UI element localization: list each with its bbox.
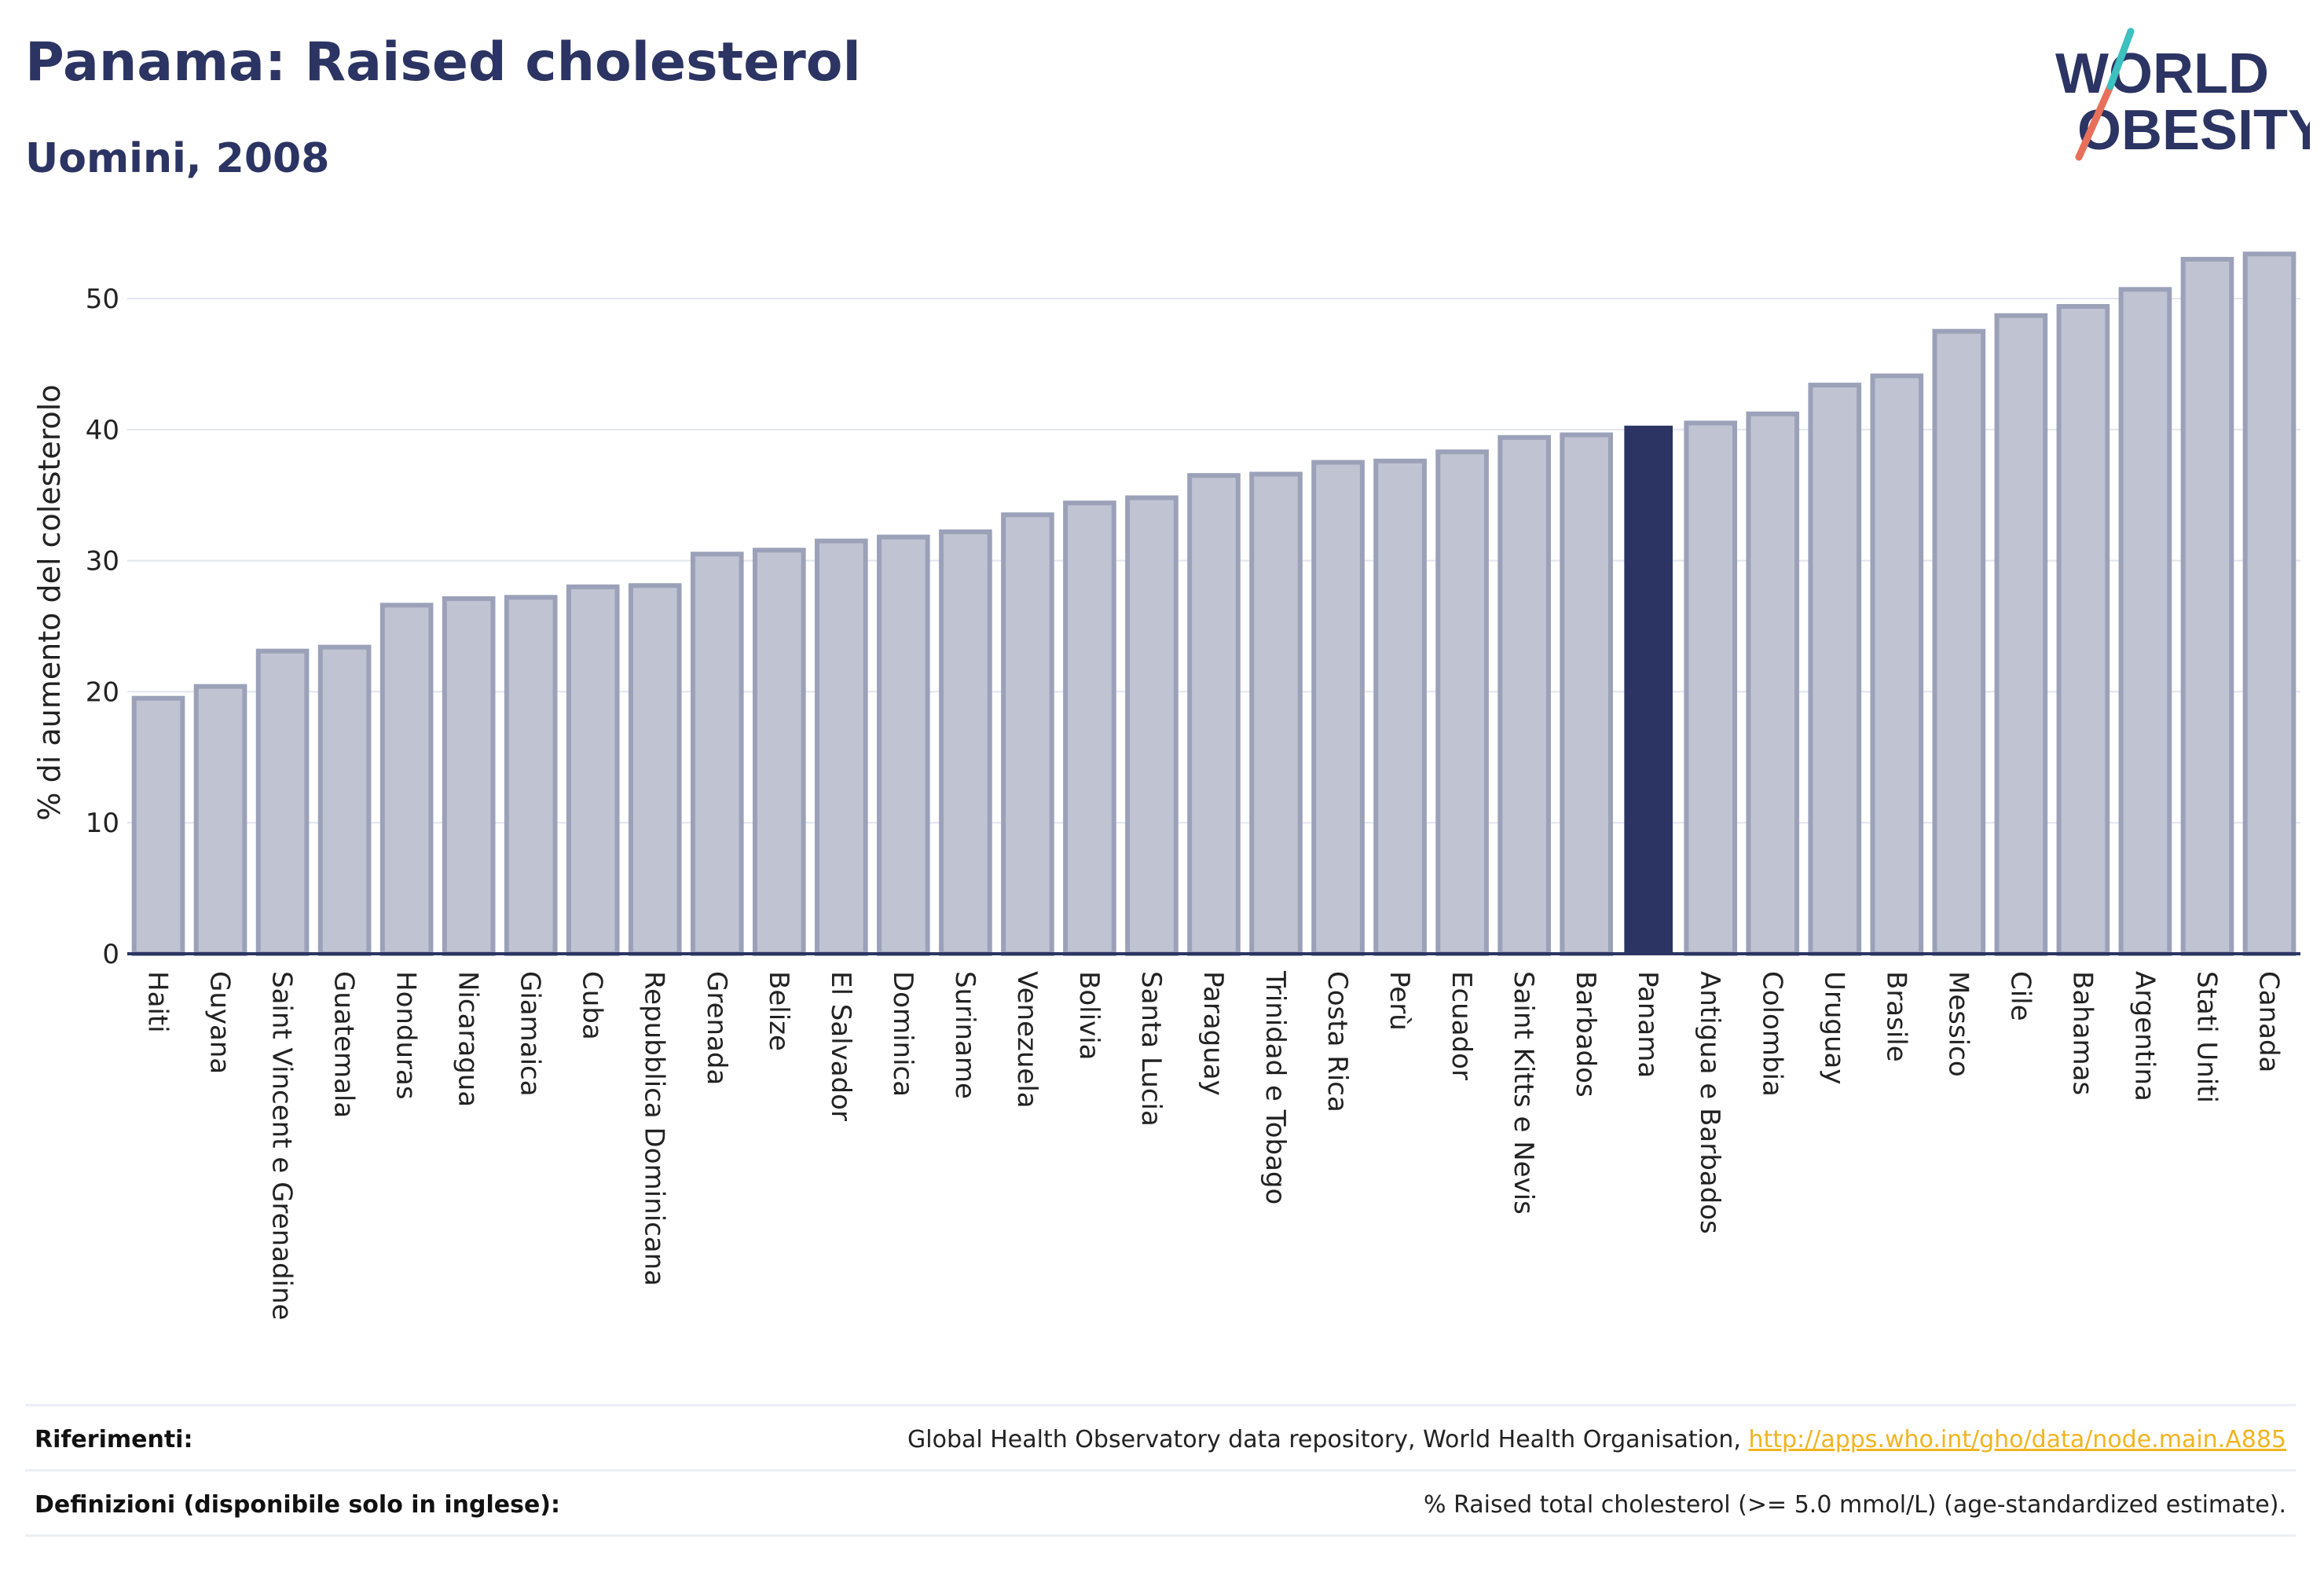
x-tick-label: Colombia (1756, 971, 1787, 1097)
references-row: Riferimenti: Global Health Observatory d… (25, 1408, 2296, 1471)
bar-el-salvador (815, 538, 868, 956)
footer-divider (25, 1404, 2296, 1406)
x-tick-label: Canada (2253, 971, 2284, 1072)
y-tick-label: 30 (86, 546, 119, 577)
bar-guyana (193, 684, 247, 957)
x-tick-label: Nicaragua (453, 971, 484, 1107)
bar-canada (2242, 251, 2297, 956)
bar-panama (1624, 425, 1673, 954)
bar-bolivia (1063, 500, 1116, 956)
x-tick-label: Repubblica Dominicana (639, 971, 670, 1286)
bar-argentina (2118, 287, 2172, 957)
bar-messico (1932, 328, 1986, 956)
bar-paraguay (1187, 473, 1241, 956)
bar-saint-kitts-e-nevis (1497, 434, 1551, 956)
bar-honduras (379, 603, 434, 956)
x-tick-label: Paraguay (1197, 971, 1229, 1096)
footer-divider (25, 1469, 2296, 1472)
bar-repubblica-dominicana (628, 583, 682, 956)
x-tick-label: Costa Rica (1321, 971, 1353, 1112)
bar-antigua-e-barbados (1684, 420, 1738, 956)
y-axis-label: % di aumento del colesterolo (32, 384, 67, 820)
x-tick-label: Uruguay (1818, 971, 1849, 1085)
x-tick-label: Cuba (577, 971, 608, 1040)
references-text: Global Health Observatory data repositor… (907, 1425, 2286, 1453)
y-tick-label: 50 (86, 284, 119, 315)
bar-haiti (131, 695, 185, 956)
references-link[interactable]: http://apps.who.int/gho/data/node.main.A… (1748, 1425, 2286, 1453)
bar-nicaragua (442, 596, 496, 956)
x-tick-label: Barbados (1570, 971, 1601, 1098)
x-tick-label: Grenada (701, 971, 732, 1085)
x-tick-label: Antigua e Barbados (1694, 971, 1725, 1234)
x-tick-label: Panama (1632, 971, 1663, 1078)
x-tick-label: Saint Kitts e Nevis (1508, 971, 1539, 1215)
bar-chart: 0 10 20 30 40 50 % di aumento del colesterolo H… (32, 251, 2300, 1320)
bar-grenada (690, 552, 744, 956)
x-tick-label: Dominica (887, 971, 918, 1097)
y-tick-label: 20 (86, 676, 119, 708)
bar-venezuela (1001, 512, 1054, 956)
bar-cuba (566, 584, 620, 957)
x-tick-label: Honduras (390, 971, 422, 1100)
x-tick-label: Trinidad e Tobago (1259, 970, 1291, 1204)
y-tick-label: 40 (86, 415, 119, 446)
definitions-text: % Raised total cholesterol (>= 5.0 mmol/… (1424, 1490, 2286, 1519)
x-tick-label: Perù (1384, 971, 1415, 1031)
bar-dominica (877, 534, 930, 956)
bar-guatemala (317, 644, 372, 956)
bar-barbados (1560, 432, 1613, 956)
chart-title: Panama: Raised cholesterol (25, 31, 861, 93)
x-tick-label: Santa Lucia (1135, 971, 1167, 1127)
x-tick-label: Bahamas (2066, 971, 2098, 1095)
bar-bahamas (2056, 304, 2110, 956)
x-tick-label: Bolivia (1073, 971, 1105, 1060)
x-tick-label: Saint Vincent e Grenadine (266, 971, 298, 1320)
bar-cile (1994, 313, 2048, 956)
definitions-label: Definizioni (disponibile solo in inglese… (35, 1490, 560, 1519)
x-tick-label: Belize (763, 971, 794, 1051)
x-tick-label: Messico (1942, 971, 1974, 1077)
bar-costa-rica (1311, 460, 1365, 956)
x-tick-label: El Salvador (825, 971, 856, 1121)
world-obesity-logo: WORLD OBESITY (2055, 27, 2310, 162)
definitions-row: Definizioni (disponibile solo in inglese… (25, 1473, 2296, 1536)
x-tick-label: Giamaica (515, 971, 546, 1097)
bar-suriname (939, 529, 992, 956)
x-tick-label: Brasile (1880, 971, 1912, 1062)
bar-trinidad-e-tobago (1249, 471, 1303, 956)
y-tick-label: 10 (86, 808, 119, 839)
x-tick-label: Stati Uniti (2190, 971, 2222, 1103)
x-tick-label: Ecuador (1446, 971, 1477, 1080)
bar-giamaica (504, 595, 558, 957)
svg-text:WORLD: WORLD (2055, 42, 2269, 105)
y-tick-label: 0 (102, 939, 119, 970)
bar-colombia (1746, 411, 1800, 956)
bar-brasile (1870, 373, 1924, 956)
x-tick-label: Guatemala (328, 971, 360, 1118)
bar-per- (1373, 458, 1427, 956)
bar-santa-lucia (1125, 495, 1178, 956)
chart-subtitle: Uomini, 2008 (25, 135, 330, 182)
bar-uruguay (1808, 383, 1862, 956)
x-tick-label: Cile (2004, 971, 2036, 1021)
footer-divider (25, 1534, 2296, 1537)
x-tick-label: Suriname (949, 971, 981, 1099)
bar-saint-vincent-e-grenadine (255, 648, 310, 957)
bar-ecuador (1435, 449, 1489, 956)
x-tick-label: Argentina (2128, 971, 2160, 1101)
x-tick-label: Venezuela (1011, 971, 1043, 1109)
x-tick-label: Haiti (142, 971, 174, 1033)
bar-belize (752, 548, 806, 956)
x-tick-label: Guyana (204, 971, 236, 1074)
references-label: Riferimenti: (35, 1425, 193, 1453)
svg-text:OBESITY: OBESITY (2077, 99, 2310, 162)
bar-stati-uniti (2180, 256, 2234, 956)
